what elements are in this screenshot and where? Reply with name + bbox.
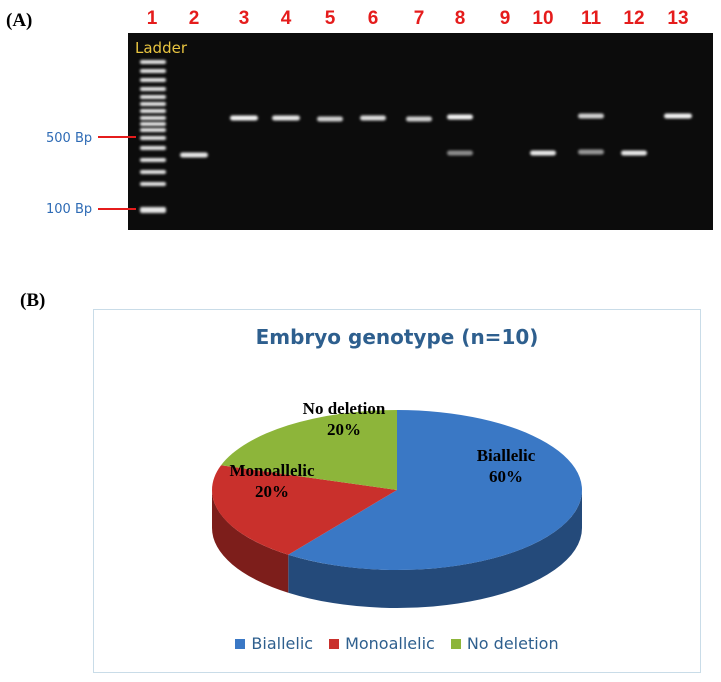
ladder-band (140, 78, 166, 82)
legend-item-no-deletion: No deletion (450, 634, 559, 653)
legend: Biallelic Monoallelic No deletion (94, 634, 700, 653)
pie-label-monoallelic-value: 20% (255, 482, 289, 501)
panel-b-label: (B) (20, 290, 46, 311)
ladder-band (140, 182, 166, 186)
dna-band (272, 115, 300, 121)
legend-swatch-monoallelic (329, 638, 340, 649)
lane-number: 7 (414, 8, 425, 29)
dna-band (317, 116, 343, 122)
pie-chart (212, 410, 583, 608)
ladder-band (140, 69, 166, 73)
dna-band (406, 116, 432, 122)
lane-number: 1 (147, 8, 158, 29)
marker-100bp-label: 100 Bp (46, 202, 92, 217)
ladder-band (140, 102, 166, 106)
lane-number: 3 (239, 8, 250, 29)
ladder-band (140, 60, 166, 64)
dna-band (447, 114, 473, 120)
marker-500bp-label: 500 Bp (46, 131, 92, 146)
ladder-band (140, 128, 166, 132)
lane-number: 8 (455, 8, 466, 29)
gel-background (128, 33, 713, 230)
lane-number: 4 (281, 8, 292, 29)
ladder-band (140, 109, 166, 113)
dna-band (621, 150, 647, 156)
legend-swatch-no-deletion (450, 638, 461, 649)
chart-title: Embryo genotype (n=10) (255, 325, 539, 349)
dna-band (180, 152, 208, 158)
lane-number: 5 (325, 8, 336, 29)
lane-number: 13 (667, 8, 688, 29)
legend-item-monoallelic: Monoallelic (329, 634, 435, 653)
pie-label-monoallelic-name: Monoallelic (229, 461, 315, 480)
pie-side-biallelic (288, 490, 582, 608)
legend-label-biallelic: Biallelic (251, 634, 314, 653)
legend-item-biallelic: Biallelic (235, 634, 313, 653)
ladder-band (140, 87, 166, 91)
legend-label-monoallelic: Monoallelic (345, 634, 435, 653)
pie-label-biallelic: Biallelic 60% (446, 445, 566, 487)
ladder-band (140, 95, 166, 99)
dna-band (447, 150, 473, 156)
pie-side-monoallelic (212, 490, 289, 593)
ladder-band (140, 136, 166, 140)
pie-label-no-deletion-name: No deletion (302, 399, 386, 418)
ladder-band (140, 158, 166, 162)
pie-slice-no-deletion (221, 410, 397, 490)
gel-panel: (A) 1 2 3 4 5 6 7 8 9 10 11 12 13 Ladder 500 Bp 100 Bp (0, 0, 721, 240)
pie-panel: (B) Embryo genotype (n=10) Biallelic 60%… (0, 280, 721, 682)
lane-number: 2 (189, 8, 200, 29)
lane-number: 6 (368, 8, 379, 29)
legend-label-no-deletion: No deletion (466, 634, 559, 653)
dna-band (664, 113, 692, 119)
pie-label-no-deletion-value: 20% (327, 420, 361, 439)
ladder-band (140, 116, 166, 120)
lane-number: 9 (500, 8, 511, 29)
ladder-band (140, 207, 166, 213)
dna-band (530, 150, 556, 156)
dna-band (360, 115, 386, 121)
ladder-band (140, 146, 166, 150)
lane-number: 10 (532, 8, 553, 29)
dna-band (578, 113, 604, 119)
lane-number: 12 (623, 8, 644, 29)
dna-band (578, 149, 604, 155)
pie-label-biallelic-value: 60% (489, 467, 523, 486)
pie-slice-biallelic (288, 410, 583, 570)
pie-label-no-deletion: No deletion 20% (284, 398, 404, 440)
lane-number: 11 (581, 8, 602, 29)
dna-band (230, 115, 258, 121)
pie-label-biallelic-name: Biallelic (476, 446, 536, 465)
ladder-label: Ladder (135, 39, 188, 57)
ladder-band (140, 170, 166, 174)
pie-chart-frame: Embryo genotype (n=10) Biallelic 60% Mon… (93, 309, 701, 673)
ladder-band (140, 122, 166, 126)
pie-label-monoallelic: Monoallelic 20% (212, 460, 332, 502)
panel-a-label: (A) (6, 10, 33, 31)
pie-slice-monoallelic (212, 465, 397, 555)
legend-swatch-biallelic (235, 638, 246, 649)
